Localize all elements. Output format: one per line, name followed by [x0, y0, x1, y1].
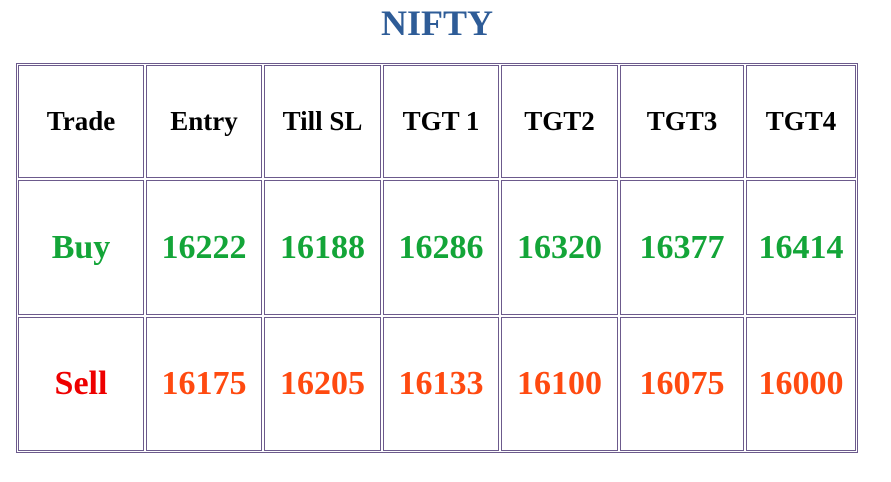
- column-header: Trade: [18, 65, 144, 178]
- price-cell: 16075: [620, 317, 744, 451]
- price-cell: 16133: [383, 317, 499, 451]
- column-header: TGT3: [620, 65, 744, 178]
- price-cell: 16175: [146, 317, 262, 451]
- price-cell: 16000: [746, 317, 856, 451]
- price-cell: 16188: [264, 180, 381, 315]
- column-header: TGT 1: [383, 65, 499, 178]
- row-label: Buy: [18, 180, 144, 315]
- price-cell: 16320: [501, 180, 618, 315]
- price-cell: 16222: [146, 180, 262, 315]
- price-cell: 16100: [501, 317, 618, 451]
- row-label: Sell: [18, 317, 144, 451]
- table: Trade Entry Till SL TGT 1 TGT2 TGT3 TGT4 Buy 162…: [16, 63, 858, 453]
- price-cell: 16286: [383, 180, 499, 315]
- price-cell: 16414: [746, 180, 856, 315]
- price-cell: 16377: [620, 180, 744, 315]
- column-header: Till SL: [264, 65, 381, 178]
- page-title: NIFTY: [380, 3, 493, 43]
- column-header: TGT2: [501, 65, 618, 178]
- price-cell: 16205: [264, 317, 381, 451]
- column-header: Entry: [146, 65, 262, 178]
- column-header: TGT4: [746, 65, 856, 178]
